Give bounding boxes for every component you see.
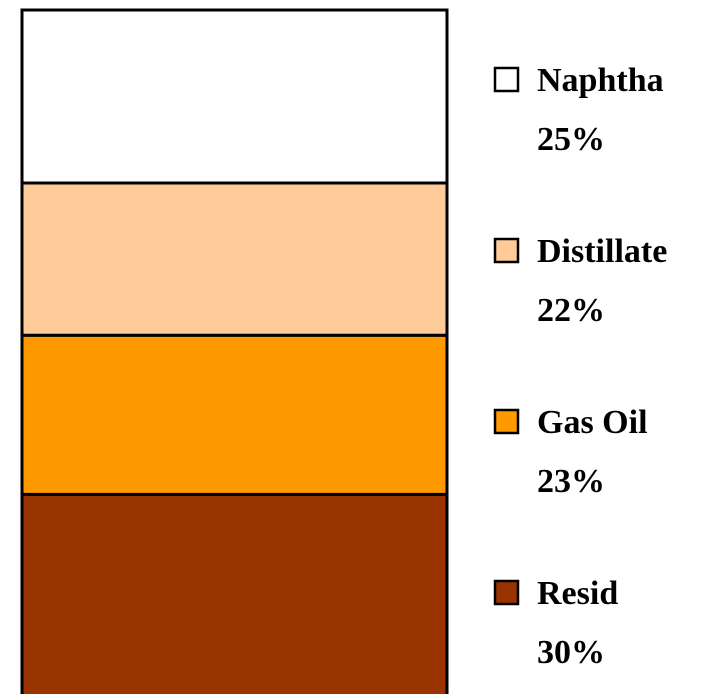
bar-segment — [20, 8, 449, 185]
legend-swatch — [493, 579, 520, 606]
legend-swatch — [493, 408, 520, 435]
value-label: 22% — [537, 292, 605, 329]
legend-label: Gas Oil — [537, 404, 648, 441]
value-label: 23% — [537, 463, 605, 500]
legend-label: Distillate — [537, 233, 667, 270]
legend-swatch — [493, 237, 520, 264]
bar-segment — [20, 181, 449, 337]
value-label: 30% — [537, 634, 605, 671]
legend-label: Resid — [537, 575, 618, 612]
bar-segment — [20, 333, 449, 496]
legend-label: Naphtha — [537, 62, 664, 99]
value-label: 25% — [537, 121, 605, 158]
legend-swatch — [493, 66, 520, 93]
bar-segment — [20, 492, 449, 694]
